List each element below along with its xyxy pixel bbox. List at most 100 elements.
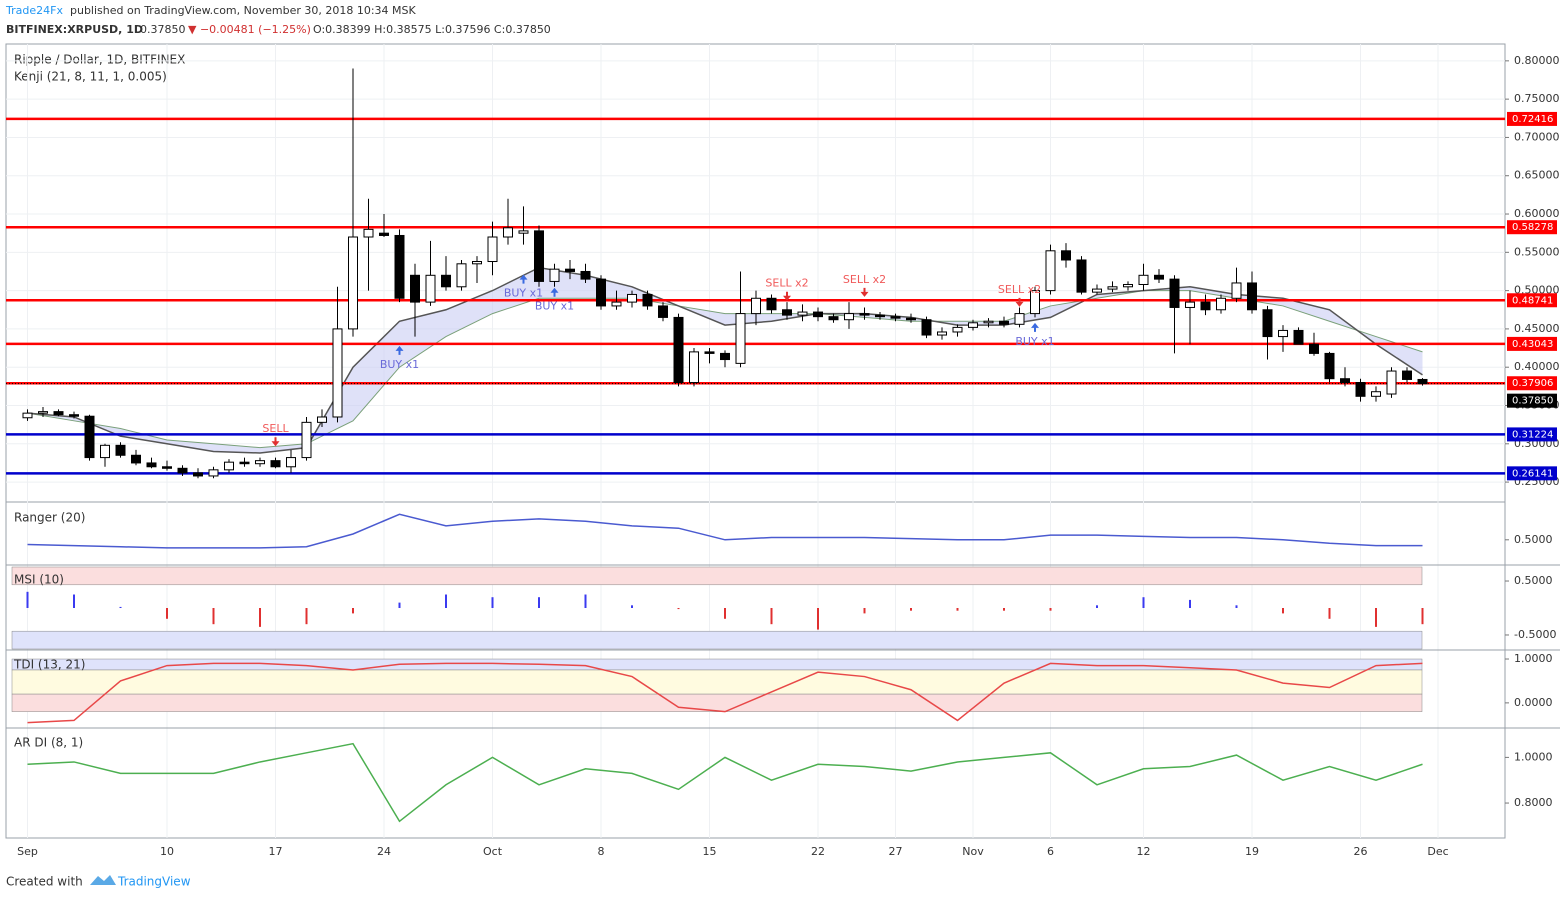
indicator-name: AR DI (8, 1): [14, 736, 83, 750]
level-label-box: [1507, 336, 1557, 351]
indicator-name: MSI (10): [14, 573, 64, 587]
candle-body: [487, 236, 498, 263]
footer: Created with: [6, 875, 83, 889]
x-tick-label: 15: [703, 845, 717, 858]
signal-label: BUY x1: [1015, 335, 1054, 348]
x-tick-label: 12: [1137, 845, 1151, 858]
indicator-bar: [910, 608, 912, 611]
candle-body: [658, 305, 668, 318]
indicator-bar: [1049, 608, 1052, 611]
candle-body: [906, 317, 916, 321]
indicator-bar: [1375, 608, 1377, 627]
indicator-bar: [956, 608, 959, 611]
signal-arrow: [519, 274, 528, 284]
indicator-bar: [119, 606, 122, 608]
x-tick-label: 17: [269, 845, 283, 858]
candle-body: [813, 311, 823, 318]
candle-body: [704, 351, 715, 354]
indicator-bar: [445, 594, 447, 608]
pane-band: [11, 566, 1423, 586]
level-label: 0.37906: [1512, 378, 1553, 389]
candle-body: [410, 274, 420, 303]
candle-body: [1324, 352, 1335, 380]
indicator-bar: [1328, 608, 1331, 619]
candle-body: [1216, 297, 1226, 311]
indicator-bar: [538, 597, 540, 608]
candle-body: [456, 263, 467, 288]
indicator-bar: [352, 608, 354, 614]
last-price-label: 0.37850: [1512, 396, 1553, 407]
y-tick-label: 1.0000: [1514, 750, 1553, 763]
candle-body: [766, 297, 777, 311]
y-tick-label: 0.45000: [1514, 322, 1560, 335]
candle-body: [1154, 274, 1164, 280]
level-label: 0.58278: [1512, 222, 1553, 233]
indicator-name: Ranger (20): [14, 511, 85, 525]
indicator-bar: [212, 608, 215, 625]
level-label: 0.26141: [1512, 468, 1553, 479]
candle-body: [286, 457, 296, 468]
candle-body: [735, 313, 746, 364]
indicator-line: [27, 513, 1423, 549]
candle-body: [115, 444, 126, 456]
x-tick-label: Oct: [483, 845, 503, 858]
level-label: 0.43043: [1512, 339, 1553, 350]
candle-body: [1169, 278, 1180, 308]
candle-body: [100, 444, 110, 459]
candle-body: [611, 301, 622, 307]
signal-arrow: [395, 345, 404, 355]
x-tick-label: Dec: [1427, 845, 1448, 858]
indicator-bar: [1189, 599, 1191, 608]
candle-body: [22, 412, 33, 419]
signal-label: SELL x2: [998, 283, 1041, 296]
candle-body: [580, 270, 591, 280]
indicator-bar: [677, 608, 680, 610]
candle-body: [937, 331, 947, 336]
candle-body: [1123, 283, 1133, 288]
signal-arrow: [550, 287, 559, 297]
candle-body: [177, 467, 188, 474]
signal-label: SELL x2: [765, 277, 808, 290]
price: 0.37850: [140, 23, 186, 36]
candle-body: [1185, 301, 1195, 308]
tv-logo: [90, 875, 116, 885]
candle-body: [534, 230, 544, 282]
footer-brand[interactable]: TradingView: [117, 875, 191, 889]
candle-body: [751, 297, 761, 315]
level-label: 0.31224: [1512, 429, 1553, 440]
indicator-bar: [73, 594, 75, 608]
candle-body: [1045, 250, 1056, 292]
candle-body: [689, 351, 699, 384]
candle-body: [441, 274, 451, 288]
indicator-bar: [491, 597, 494, 608]
change: ▼ −0.00481 (−1.25%): [188, 23, 311, 36]
candle-body: [782, 309, 792, 316]
signal-label: BUY x1: [380, 358, 419, 371]
signal-label: SELL: [262, 422, 289, 435]
candle-body: [38, 411, 48, 414]
candle-body: [1107, 286, 1118, 290]
candle-body: [1200, 301, 1211, 311]
last-price-box: [1507, 393, 1557, 408]
candle-body: [1386, 370, 1397, 395]
candle-body: [1340, 378, 1350, 384]
candle-body: [596, 278, 606, 307]
candle-body: [270, 460, 281, 468]
candle-body: [425, 274, 436, 303]
y-tick-label: 0.55000: [1514, 245, 1560, 258]
ohlc: O:0.38399 H:0.38575 L:0.37596 C:0.37850: [313, 23, 551, 36]
pane-band: [11, 693, 1423, 712]
candle-body: [921, 319, 932, 336]
brand[interactable]: Trade24Fx: [5, 4, 63, 17]
candle-body: [131, 454, 141, 464]
pane-band: [11, 630, 1423, 650]
candle-body: [193, 472, 203, 477]
x-tick-label: 27: [889, 845, 903, 858]
y-tick-label: 0.75000: [1514, 92, 1560, 105]
pane-band: [11, 669, 1423, 695]
candle-body: [317, 416, 327, 423]
candle-body: [1262, 309, 1273, 338]
candle-body: [565, 268, 575, 272]
candle-body: [363, 228, 374, 238]
indicator-bar: [1421, 608, 1424, 625]
